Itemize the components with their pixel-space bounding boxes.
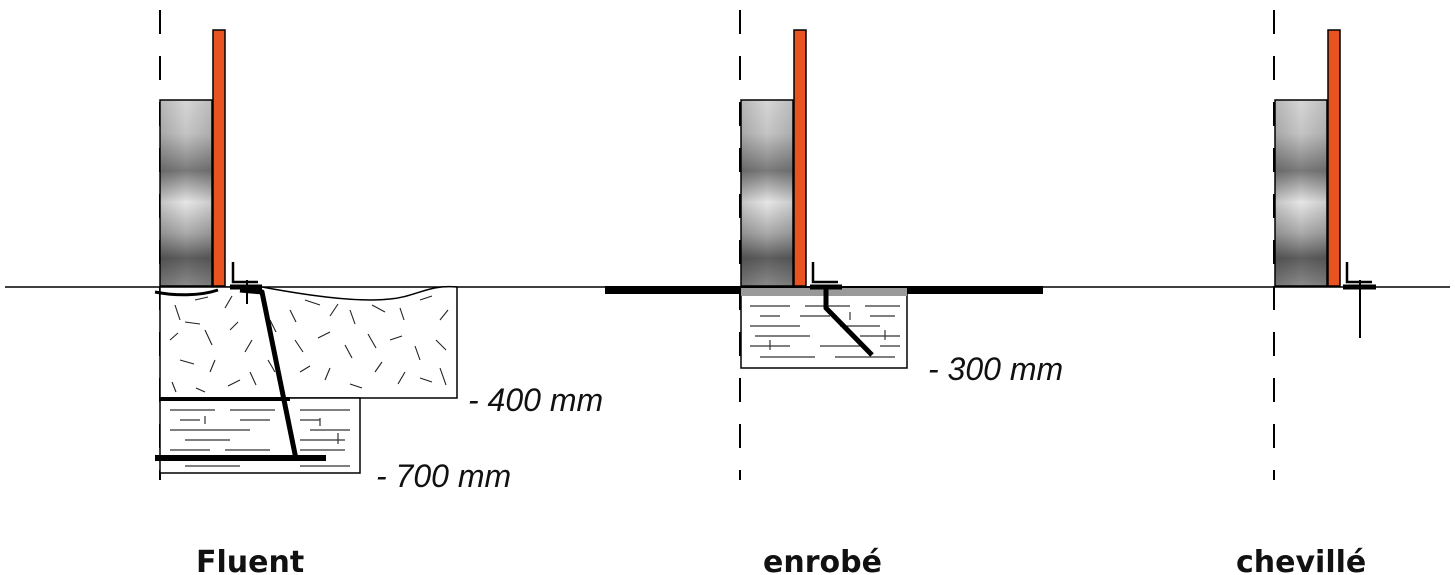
concrete-hatching-fluent [169, 295, 449, 393]
depth-label-300: - 300 mm [928, 351, 1063, 387]
orange-post-fluent [212, 29, 226, 287]
depth-label-700: - 700 mm [376, 458, 511, 494]
caption-fluent: Fluent [196, 545, 304, 575]
lower-layer-grain-fluent [170, 409, 350, 467]
bracket-enrobe [811, 262, 838, 284]
concrete-block-fluent [159, 285, 458, 399]
bracket-fluent [231, 262, 258, 284]
depth-label-400: - 400 mm [468, 382, 603, 418]
detail-fluent: - 400 mm - 700 mm Fluent [154, 10, 603, 575]
lower-layer-fluent [159, 397, 361, 474]
anchor-bar-enrobe [823, 288, 874, 357]
caption-enrobe: enrobé [763, 545, 882, 575]
bracket-cheville [1345, 262, 1372, 284]
orange-post-enrobe [793, 29, 807, 287]
detail-cheville: chevillé [1236, 10, 1376, 575]
caption-cheville: chevillé [1236, 545, 1366, 575]
detail-enrobe: - 300 mm enrobé [605, 10, 1063, 575]
orange-post-cheville [1327, 29, 1341, 287]
